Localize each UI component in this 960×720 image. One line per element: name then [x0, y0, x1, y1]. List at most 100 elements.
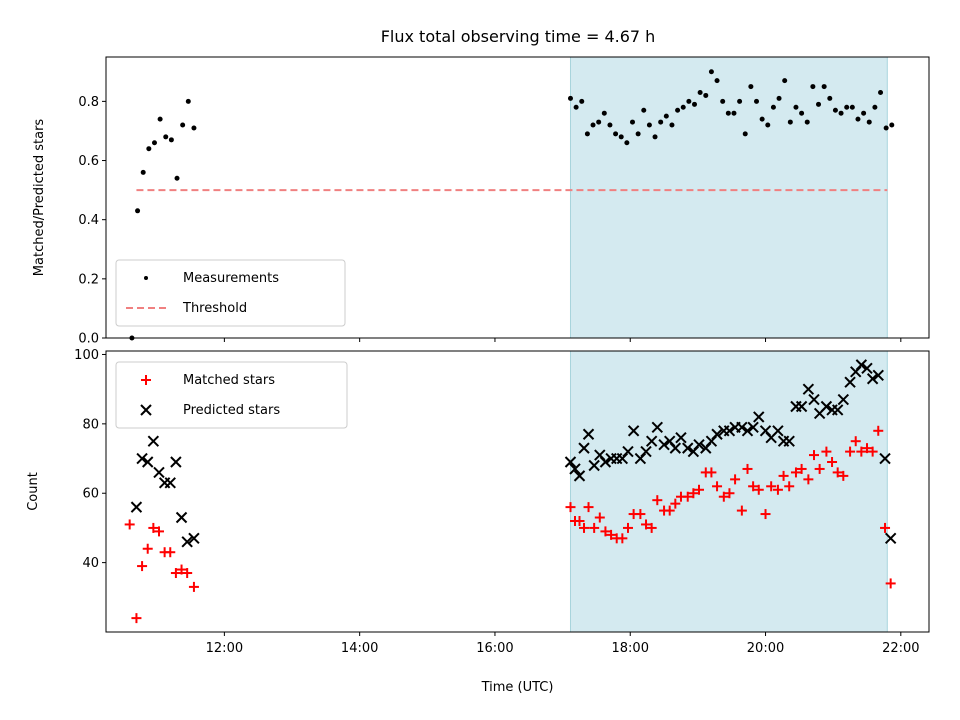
predicted-star-point	[669, 442, 682, 454]
legend-plus-glyph	[141, 375, 151, 385]
matched-star-point	[736, 505, 747, 516]
predicted-star-point	[640, 445, 652, 458]
matched-star-point	[712, 481, 723, 492]
lower-legend-box	[115, 361, 348, 429]
matched-star-point	[148, 522, 159, 533]
matched-star-point	[873, 425, 884, 436]
predicted-star-point	[808, 393, 820, 406]
legend-measurements-label: Measurements	[183, 271, 279, 286]
measurement-point	[720, 98, 726, 104]
measurement-point	[759, 116, 765, 122]
predicted-star-point	[142, 456, 154, 468]
matched-star-point	[760, 509, 771, 520]
matched-star-point	[182, 568, 193, 579]
y-tick-label: 40	[82, 556, 99, 571]
measurement-point	[793, 104, 799, 110]
measurement-point	[174, 175, 180, 181]
measurement-point	[889, 122, 895, 128]
lower-plot-frame	[105, 350, 930, 633]
measurement-point	[838, 110, 844, 116]
predicted-star-point	[753, 411, 765, 423]
matched-star-point	[784, 481, 795, 492]
matched-star-point	[170, 568, 181, 579]
predicted-star-point	[723, 425, 736, 437]
measurement-point	[754, 98, 760, 104]
measurement-point	[872, 104, 878, 110]
measurement-point	[624, 140, 630, 146]
measurement-point	[799, 110, 805, 116]
measurement-point	[883, 125, 889, 131]
measurement-point	[629, 119, 635, 125]
y-tick-label: 0.6	[78, 154, 99, 169]
measurement-point	[821, 84, 827, 90]
predicted-star-point	[188, 532, 200, 545]
matched-star-point	[589, 522, 600, 533]
matched-star-point	[153, 526, 164, 537]
predicted-star-point	[658, 438, 670, 451]
y-tick-label: 0.8	[78, 95, 99, 110]
measurement-point	[168, 137, 174, 143]
measurement-point	[703, 92, 709, 98]
measurement-point	[816, 101, 822, 107]
matched-star-point	[688, 488, 699, 499]
matched-star-point	[861, 443, 872, 454]
measurement-point	[725, 110, 731, 116]
predicted-star-point	[622, 445, 634, 458]
matched-star-point	[730, 474, 741, 485]
measurement-point	[573, 104, 579, 110]
matched-star-point	[753, 484, 764, 495]
predicted-star-point	[130, 501, 143, 513]
matched-star-point	[137, 561, 148, 572]
measurement-point	[855, 116, 861, 122]
matched-star-point	[131, 613, 142, 624]
measurement-point	[135, 208, 141, 214]
x-tick-label: 14:00	[341, 641, 378, 656]
measurements-series	[129, 69, 895, 341]
upper-y-axis-label: Matched/Predicted stars	[32, 119, 47, 277]
matched-star-point	[772, 484, 783, 495]
measurement-point	[782, 78, 788, 84]
measurement-point	[737, 98, 743, 104]
predicted-star-point	[181, 536, 193, 548]
legend-matched-label: Matched stars	[183, 373, 275, 388]
measurement-point	[613, 131, 619, 137]
matched-star-point	[885, 578, 896, 589]
measurement-point	[742, 131, 748, 137]
predicted-star-point	[831, 404, 844, 416]
lower-y-axis-label: Count	[26, 472, 41, 511]
measurement-point	[714, 78, 720, 84]
measurement-point	[861, 110, 867, 116]
predicted-star-point	[736, 421, 748, 434]
predicted-star-point	[711, 428, 723, 440]
matched-star-point	[188, 581, 199, 592]
predicted-star-point	[170, 456, 182, 468]
matched-star-point	[583, 502, 594, 513]
predicted-star-point	[795, 400, 808, 413]
predicted-star-point	[693, 438, 705, 451]
predicted-star-point	[147, 435, 160, 447]
measurement-point	[770, 104, 776, 110]
measurement-point	[180, 122, 186, 128]
y-tick-label: 0.0	[78, 332, 99, 347]
predicted-star-point	[651, 421, 664, 434]
predicted-star-point	[136, 452, 148, 465]
x-tick-label: 12:00	[206, 641, 243, 656]
legend-x-glyph	[140, 404, 152, 416]
measurement-point	[590, 122, 596, 128]
predicted-star-point	[844, 376, 856, 388]
matched-star-point	[845, 446, 856, 457]
predicted-star-point	[175, 511, 188, 524]
predicted-star-point	[569, 463, 581, 475]
measurement-point	[579, 98, 585, 104]
matched-star-point	[748, 481, 759, 492]
matched-star-point	[724, 488, 735, 499]
legend-measurements-marker	[144, 276, 148, 280]
predicted-star-point	[645, 435, 658, 447]
predicted-star-point	[573, 470, 586, 482]
matched-star-point	[778, 470, 789, 481]
count-series	[124, 359, 897, 624]
matched-star-point	[682, 491, 693, 502]
predicted-star-point	[599, 456, 612, 468]
measurement-point	[191, 125, 197, 131]
predicted-star-point	[627, 425, 640, 437]
